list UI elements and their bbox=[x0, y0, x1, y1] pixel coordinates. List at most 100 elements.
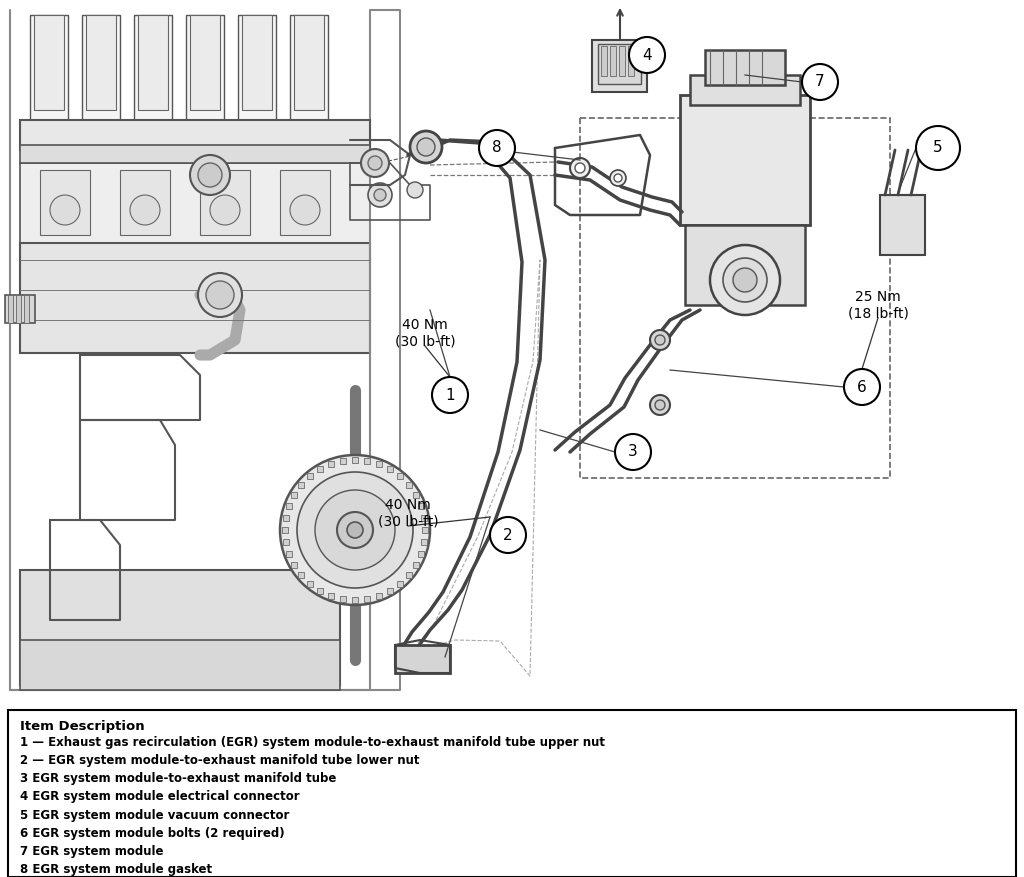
Bar bbox=[294, 15, 324, 110]
Text: 4 EGR system module electrical connector: 4 EGR system module electrical connector bbox=[20, 790, 300, 803]
Circle shape bbox=[615, 434, 651, 470]
Circle shape bbox=[629, 37, 665, 73]
Bar bbox=[298, 482, 304, 488]
Bar bbox=[287, 551, 292, 557]
Circle shape bbox=[210, 195, 240, 225]
Bar bbox=[880, 195, 925, 255]
Bar bbox=[242, 15, 272, 110]
Text: 8 EGR system module gasket: 8 EGR system module gasket bbox=[20, 863, 212, 876]
Bar bbox=[317, 467, 323, 473]
Circle shape bbox=[570, 158, 590, 178]
Text: 25 Nm
(18 lb-ft): 25 Nm (18 lb-ft) bbox=[848, 290, 908, 320]
Bar bbox=[307, 581, 313, 587]
Circle shape bbox=[432, 377, 468, 413]
Bar bbox=[20, 145, 370, 163]
Bar bbox=[413, 492, 419, 498]
Bar bbox=[328, 461, 334, 467]
Circle shape bbox=[198, 273, 242, 317]
Circle shape bbox=[417, 138, 435, 156]
Bar bbox=[387, 467, 393, 473]
Circle shape bbox=[479, 130, 515, 166]
Circle shape bbox=[614, 174, 622, 182]
Bar bbox=[610, 46, 616, 76]
Text: 8: 8 bbox=[493, 140, 502, 155]
Circle shape bbox=[368, 183, 392, 207]
Circle shape bbox=[50, 195, 80, 225]
Bar bbox=[413, 562, 419, 568]
Circle shape bbox=[650, 395, 670, 415]
Bar bbox=[186, 15, 224, 125]
Bar bbox=[120, 170, 170, 235]
Circle shape bbox=[710, 245, 780, 315]
Bar bbox=[406, 482, 412, 488]
Text: 5 EGR system module vacuum connector: 5 EGR system module vacuum connector bbox=[20, 809, 290, 822]
Circle shape bbox=[297, 472, 413, 588]
Bar bbox=[387, 588, 393, 594]
Bar bbox=[287, 503, 292, 509]
Circle shape bbox=[190, 155, 230, 195]
Bar bbox=[16, 295, 22, 323]
Bar bbox=[280, 170, 330, 235]
Text: 3 EGR system module-to-exhaust manifold tube: 3 EGR system module-to-exhaust manifold … bbox=[20, 773, 336, 785]
Bar bbox=[418, 551, 424, 557]
Circle shape bbox=[206, 281, 234, 309]
Bar bbox=[317, 588, 323, 594]
Bar bbox=[24, 295, 29, 323]
Bar bbox=[397, 581, 403, 587]
Bar bbox=[290, 15, 328, 125]
Text: 2 — EGR system module-to-exhaust manifold tube lower nut: 2 — EGR system module-to-exhaust manifol… bbox=[20, 754, 420, 767]
Circle shape bbox=[410, 131, 442, 163]
Text: 1: 1 bbox=[445, 388, 455, 403]
Bar bbox=[618, 46, 625, 76]
Circle shape bbox=[802, 64, 838, 100]
Circle shape bbox=[655, 335, 665, 345]
Bar bbox=[20, 163, 370, 243]
Bar bbox=[705, 50, 785, 85]
Bar bbox=[200, 170, 250, 235]
Bar bbox=[352, 597, 358, 603]
Bar bbox=[406, 572, 412, 578]
Bar bbox=[292, 562, 297, 568]
Circle shape bbox=[374, 189, 386, 201]
Bar bbox=[628, 46, 634, 76]
Bar bbox=[30, 15, 68, 125]
Circle shape bbox=[337, 512, 373, 548]
Bar bbox=[8, 295, 13, 323]
Bar bbox=[365, 596, 370, 602]
Bar bbox=[376, 593, 382, 599]
Circle shape bbox=[347, 522, 362, 538]
Circle shape bbox=[368, 156, 382, 170]
Bar bbox=[421, 539, 427, 545]
Circle shape bbox=[723, 258, 767, 302]
Bar bbox=[580, 118, 890, 478]
Bar bbox=[685, 225, 805, 305]
Bar bbox=[690, 75, 800, 105]
Circle shape bbox=[198, 163, 222, 187]
Text: 6 EGR system module bolts (2 required): 6 EGR system module bolts (2 required) bbox=[20, 827, 285, 839]
Bar bbox=[138, 15, 168, 110]
Bar bbox=[238, 15, 276, 125]
Bar bbox=[601, 46, 607, 76]
Bar bbox=[340, 458, 346, 464]
Circle shape bbox=[290, 195, 319, 225]
Bar bbox=[422, 527, 428, 533]
Circle shape bbox=[361, 149, 389, 177]
Bar bbox=[328, 593, 334, 599]
Text: 7 EGR system module: 7 EGR system module bbox=[20, 845, 164, 858]
Circle shape bbox=[650, 330, 670, 350]
Bar bbox=[395, 645, 450, 673]
Bar bbox=[680, 95, 810, 225]
Circle shape bbox=[490, 517, 526, 553]
Text: 3: 3 bbox=[628, 445, 638, 460]
Circle shape bbox=[655, 400, 665, 410]
Text: 1 — Exhaust gas recirculation (EGR) system module-to-exhaust manifold tube upper: 1 — Exhaust gas recirculation (EGR) syst… bbox=[20, 736, 605, 749]
Bar bbox=[376, 461, 382, 467]
Bar bbox=[20, 640, 340, 690]
Text: 5: 5 bbox=[933, 140, 943, 155]
Bar bbox=[352, 457, 358, 463]
Text: 7: 7 bbox=[815, 75, 824, 89]
Bar bbox=[418, 503, 424, 509]
Text: 4: 4 bbox=[642, 47, 652, 62]
Bar bbox=[20, 120, 370, 150]
Bar bbox=[292, 492, 297, 498]
